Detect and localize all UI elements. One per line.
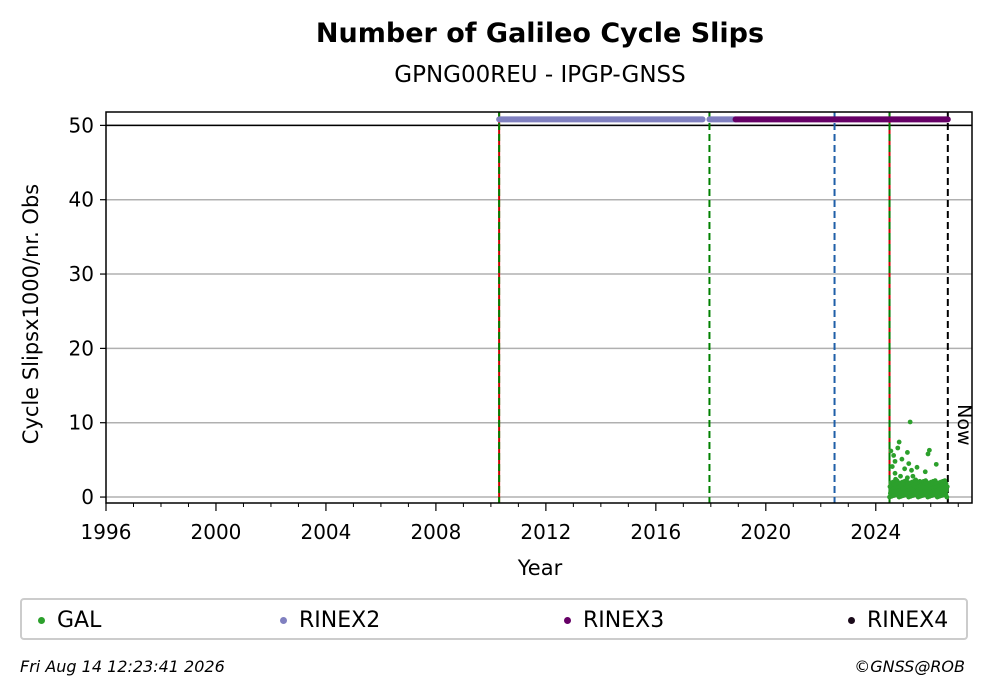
chart-subtitle: GPNG00REU - IPGP-GNSS <box>394 62 685 88</box>
legend-label-gal: GAL <box>57 607 102 633</box>
gal-point-19 <box>914 464 920 470</box>
y-tick-label-10: 10 <box>69 411 94 435</box>
legend-label-rinex3: RINEX3 <box>583 607 665 633</box>
gal-point-5 <box>895 445 901 451</box>
gal-point-2 <box>891 453 897 458</box>
y-tick-label-0: 0 <box>81 485 94 509</box>
x-tick-label-1996: 1996 <box>81 520 132 544</box>
gal-point-6 <box>896 439 902 445</box>
gal-point-22 <box>922 469 928 475</box>
gal-point-8 <box>899 456 905 462</box>
plot-frame <box>105 111 973 504</box>
x-tick-label-2024: 2024 <box>850 520 901 544</box>
x-tick-label-2008: 2008 <box>410 520 461 544</box>
legend: GAL RINEX2 RINEX3 RINEX4 <box>20 598 968 640</box>
gal-point-32 <box>907 419 913 425</box>
gal-point-7 <box>898 473 903 479</box>
gal-point-16 <box>910 473 916 479</box>
y-tick-label-50: 50 <box>69 113 94 137</box>
gal-dense-point-137 <box>944 487 949 493</box>
y-tick-label-40: 40 <box>69 188 94 212</box>
y-axis-label: Cycle Slipsx1000/nr. Obs <box>19 184 43 444</box>
gal-point-23 <box>925 451 931 457</box>
gal-point-24 <box>926 447 932 453</box>
gal-point-3 <box>892 470 898 476</box>
legend-marker-gal <box>38 616 45 624</box>
cycle-slips-chart: Number of Galileo Cycle Slips GPNG00REU … <box>19 18 975 580</box>
legend-label-rinex2: RINEX2 <box>299 607 381 633</box>
x-tick-label-2016: 2016 <box>630 520 681 544</box>
now-label: Now <box>953 404 975 445</box>
legend-marker-rinex4 <box>848 616 855 624</box>
gal-dense-point-138 <box>944 494 950 500</box>
gal-point-0 <box>888 448 894 454</box>
gal-dense-point-139 <box>944 484 950 490</box>
x-tick-label-2012: 2012 <box>520 520 571 544</box>
legend-marker-rinex3 <box>564 616 571 624</box>
y-tick-label-20: 20 <box>69 336 94 360</box>
footer-copyright: ©GNSS@ROB <box>854 657 965 676</box>
gal-point-15 <box>909 467 914 473</box>
gal-point-13 <box>906 461 912 467</box>
footer-timestamp: Fri Aug 14 12:23:41 2026 <box>20 657 225 676</box>
legend-item-rinex2: RINEX2 <box>280 607 381 633</box>
chart-title: Number of Galileo Cycle Slips <box>316 18 764 49</box>
gal-point-27 <box>933 461 939 467</box>
plot-area-background <box>106 112 972 503</box>
legend-item-rinex4: RINEX4 <box>848 607 949 633</box>
gal-point-10 <box>902 466 908 472</box>
legend-item-rinex3: RINEX3 <box>564 607 665 633</box>
gal-point-44 <box>892 458 898 464</box>
x-tick-label-2004: 2004 <box>300 520 351 544</box>
x-tick-label-2000: 2000 <box>191 520 242 544</box>
legend-item-gal: GAL <box>38 607 102 633</box>
y-tick-label-30: 30 <box>69 262 94 286</box>
gal-point-1 <box>889 464 895 469</box>
x-tick-label-2020: 2020 <box>740 520 791 544</box>
legend-label-rinex4: RINEX4 <box>867 607 949 633</box>
gal-point-12 <box>904 450 910 455</box>
legend-marker-rinex2 <box>280 616 287 624</box>
x-axis-label: Year <box>517 556 563 580</box>
